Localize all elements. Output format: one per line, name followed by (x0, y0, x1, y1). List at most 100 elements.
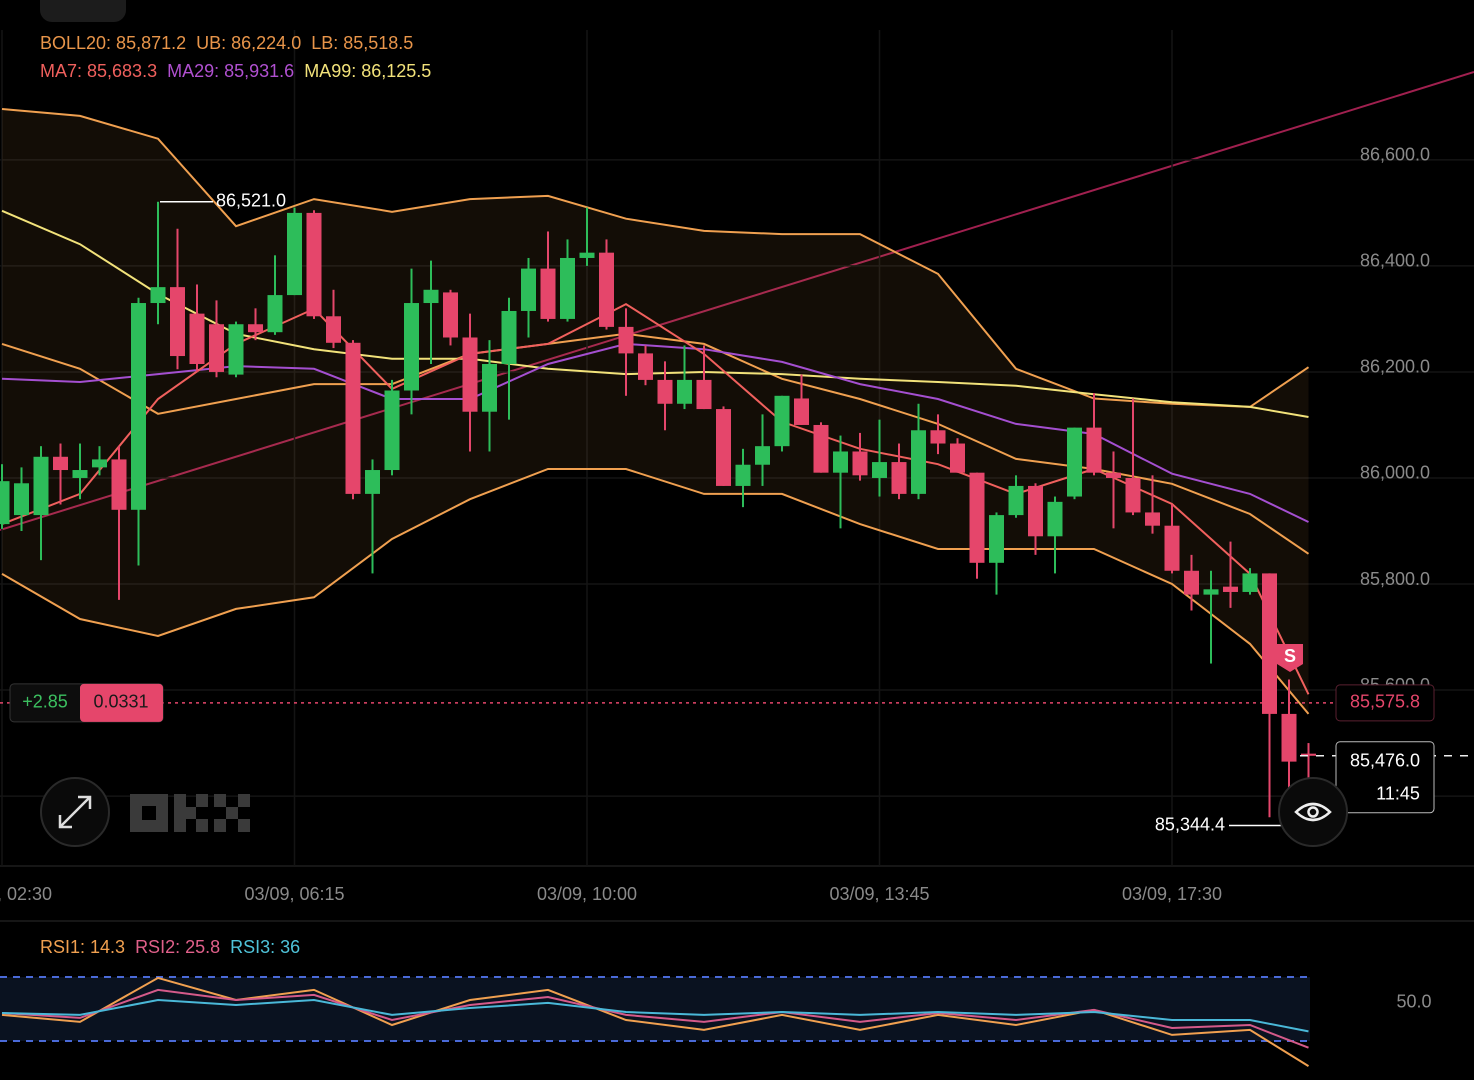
candle-body (1047, 501, 1063, 537)
candle-body (365, 470, 380, 494)
logo-o (130, 794, 168, 832)
legend-item: RSI3: 36 (230, 937, 300, 957)
last-price-label: 85,476.0 (1350, 751, 1420, 771)
candle-body (1184, 570, 1199, 595)
candle-body (423, 289, 439, 304)
legend-item: LB: 85,518.5 (311, 33, 413, 53)
candle-body (755, 446, 770, 465)
expand-icon (58, 795, 92, 829)
candle-body (1028, 485, 1043, 537)
y-tick-label: 50.0 (1396, 992, 1431, 1012)
candle-body (1067, 427, 1082, 497)
top-button[interactable] (40, 0, 126, 22)
candle-body (1242, 573, 1258, 592)
candle-body (774, 395, 790, 447)
badge-change: +2.85 (22, 692, 68, 712)
candle-body (267, 295, 283, 333)
candle-body (1008, 485, 1024, 516)
candle-body (14, 483, 29, 516)
band-fill (2, 109, 1309, 714)
candle-body (189, 313, 205, 364)
candle-body (384, 390, 400, 471)
eye-icon (1294, 802, 1332, 822)
candle-body (150, 287, 166, 304)
candle-body (72, 470, 88, 478)
eye-pupil (1307, 806, 1319, 818)
candle-body (287, 212, 302, 296)
legend-item: BOLL20: 85,871.2 (40, 33, 186, 53)
candle-body (891, 462, 907, 494)
legend-item: MA29: 85,931.6 (167, 61, 294, 81)
candle-body (1281, 713, 1297, 762)
candle-body (735, 464, 751, 486)
candle-body (657, 379, 673, 404)
band-line (1, 108, 1310, 408)
candle-body (1164, 525, 1180, 571)
x-tick-label: 03/09, 17:30 (1122, 884, 1222, 904)
candle-body (1106, 472, 1121, 478)
eye-button[interactable] (1278, 777, 1348, 847)
candle-body (501, 310, 517, 364)
candle-body (638, 353, 653, 380)
extreme-label: 86,521.0 (216, 191, 286, 211)
candle-body (1203, 589, 1219, 595)
y-tick-label: 85,800.0 (1360, 569, 1430, 589)
candle-body (404, 303, 419, 391)
trend-line (0, 71, 1474, 531)
price-tag (1335, 684, 1435, 722)
rsi-band (0, 976, 1310, 1041)
logo-k (174, 794, 208, 832)
x-tick-label: 03/09, 13:45 (829, 884, 929, 904)
band-line (1, 468, 1310, 715)
candle-body (833, 451, 848, 473)
candle-body (131, 303, 146, 510)
candle-body (1145, 512, 1160, 526)
candle-body (306, 212, 322, 317)
candle-body (33, 456, 49, 516)
candle-body (170, 287, 185, 357)
candle-body (852, 451, 868, 476)
candle-body (1125, 477, 1141, 513)
signal-shape (1277, 644, 1303, 672)
candle-body (540, 268, 556, 319)
candle-body (521, 268, 536, 311)
candle-body (911, 430, 926, 494)
legend-item: MA7: 85,683.3 (40, 61, 157, 81)
candle-body (579, 252, 595, 258)
candle-body (716, 409, 731, 486)
candle-body (1223, 586, 1238, 592)
candle-body (1086, 427, 1102, 473)
x-tick-label: 03/09, 02:30 (0, 884, 52, 904)
candle-body (930, 430, 946, 444)
candle-body (696, 379, 712, 410)
logo-x (214, 794, 250, 832)
marks: 86,600.0 86,400.0 86,200.0 86,000.0 85,800.0… (0, 30, 1474, 1067)
badge-rate (80, 683, 163, 722)
expand-button[interactable] (40, 777, 110, 847)
candle-body (872, 462, 887, 478)
candle-body (92, 459, 107, 468)
candle-body (209, 324, 224, 372)
candle-body (443, 292, 458, 338)
candle-body (560, 257, 575, 319)
candle-body (53, 456, 68, 471)
y-tick-label: 86,200.0 (1360, 357, 1430, 377)
candle-body (794, 398, 809, 425)
rsi-line (1, 998, 1309, 1033)
y-tick-label: 86,000.0 (1360, 463, 1430, 483)
candle-body (950, 443, 965, 473)
badge-rate-label: 0.0331 (93, 692, 148, 712)
candle-body (0, 481, 10, 525)
candle-body (813, 424, 829, 473)
signal-badge: S (1277, 644, 1303, 672)
candle-body (969, 472, 985, 563)
candle-body (482, 364, 497, 412)
candle-body (345, 342, 361, 494)
candle-body (1262, 573, 1277, 714)
eye-circle[interactable] (1278, 777, 1348, 847)
candle-body (326, 316, 341, 343)
countdown-label: 11:45 (1376, 784, 1420, 804)
